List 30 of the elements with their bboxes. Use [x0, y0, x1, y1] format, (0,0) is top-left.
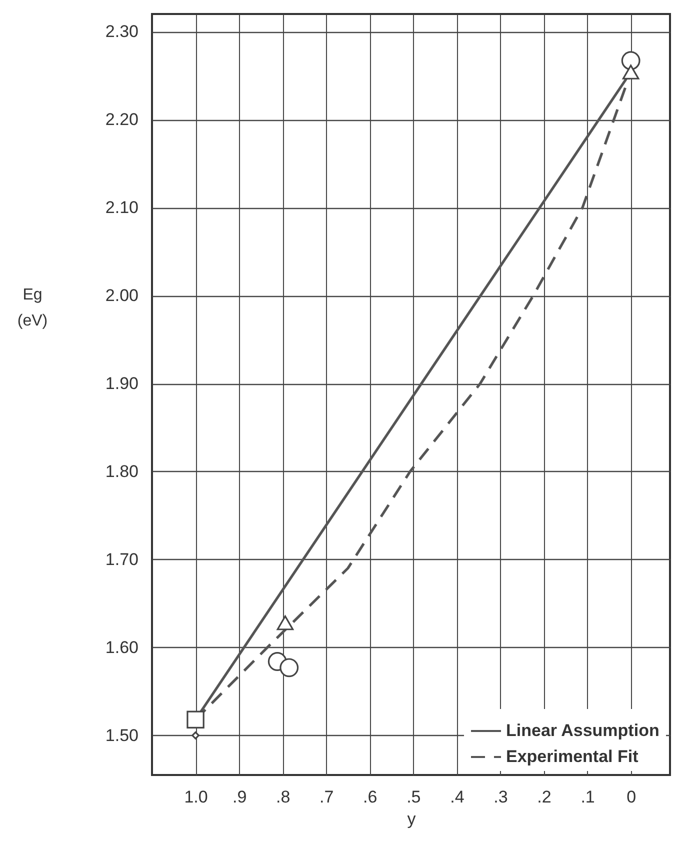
point: [621, 51, 640, 70]
x-tick-label: .4: [450, 788, 464, 806]
y-tick-label: 1.60: [105, 638, 138, 657]
legend-label: Linear Assumption: [506, 721, 660, 740]
x-tick-label: 0: [626, 788, 636, 806]
point: [280, 658, 299, 678]
point: [276, 615, 294, 630]
y-tick-label: 1.90: [105, 374, 138, 394]
x-tick-label: .1: [580, 788, 595, 806]
x-tick-label: .5: [406, 788, 421, 806]
point: [186, 710, 204, 728]
x-tick-label: .8: [276, 788, 290, 806]
x-tick-label: .6: [363, 788, 378, 806]
point: [192, 731, 200, 740]
y-tick-label: 1.70: [105, 550, 138, 569]
y-tick-label: 1.80: [105, 462, 138, 481]
x-tick-label: .7: [320, 788, 334, 806]
legend-label: Experimental Fit: [506, 747, 639, 766]
y-axis-title: Eg (eV): [17, 286, 48, 330]
y-tick-label: 2.20: [105, 110, 138, 130]
x-tick-label: 1.0: [184, 788, 208, 806]
x-tick-label: .9: [232, 788, 247, 806]
x-axis-title: y: [407, 810, 416, 828]
y-tick-label: 2.00: [105, 286, 138, 306]
y-tick-label: 1.50: [105, 726, 138, 745]
y-tick-label: 2.30: [105, 22, 138, 42]
x-tick-label: .2: [537, 788, 552, 806]
point: [622, 64, 640, 80]
y-tick-label: 2.10: [105, 198, 138, 218]
x-tick-label: .3: [494, 788, 508, 806]
